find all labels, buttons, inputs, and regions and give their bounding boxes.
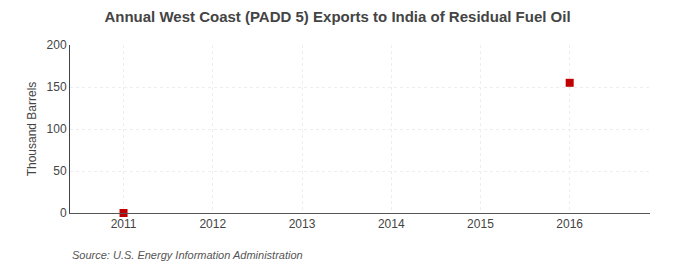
svg-text:2016: 2016 (556, 217, 583, 231)
svg-text:2013: 2013 (289, 217, 316, 231)
svg-text:0: 0 (60, 206, 67, 220)
svg-text:Source: U.S. Energy Informatio: Source: U.S. Energy Information Administ… (72, 249, 303, 261)
svg-text:2015: 2015 (467, 217, 494, 231)
svg-text:Annual West Coast (PADD 5) Exp: Annual West Coast (PADD 5) Exports to In… (104, 8, 570, 25)
svg-text:2011: 2011 (111, 217, 137, 231)
svg-text:100: 100 (47, 122, 67, 136)
svg-text:2012: 2012 (199, 217, 226, 231)
svg-text:2014: 2014 (378, 217, 405, 231)
svg-text:200: 200 (47, 38, 67, 52)
svg-text:150: 150 (47, 80, 67, 94)
svg-text:50: 50 (53, 164, 67, 178)
svg-text:Thousand Barrels: Thousand Barrels (25, 82, 39, 177)
